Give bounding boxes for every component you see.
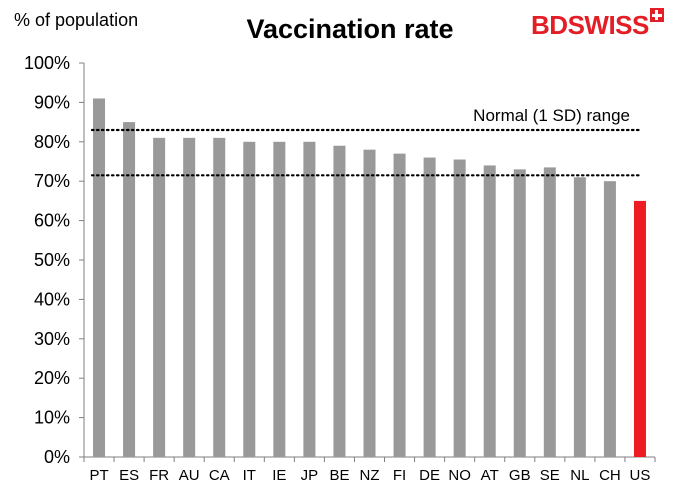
bar-nz [363, 149, 376, 457]
x-category-label: NO [448, 467, 471, 484]
bar-ch [603, 181, 616, 457]
logo-text-swiss: SWISS [567, 10, 650, 40]
bar-gb [513, 169, 526, 457]
y-tick-label: 20% [34, 368, 70, 388]
y-tick-label: 50% [34, 250, 70, 270]
bar-nl [573, 177, 586, 457]
y-tick-label: 10% [34, 408, 70, 428]
bar-fr [153, 137, 166, 458]
bar-es [123, 122, 136, 457]
logo-text-bd: BD [531, 10, 568, 40]
x-category-label: IT [243, 467, 256, 484]
x-category-label: CH [599, 467, 621, 484]
bar-ca [213, 137, 226, 458]
chart-title: Vaccination rate [246, 14, 454, 44]
x-category-label: AU [179, 467, 200, 484]
bar-au [183, 137, 196, 458]
x-category-label: BE [329, 467, 349, 484]
y-tick-label: 70% [34, 171, 70, 191]
swiss-cross-icon [649, 8, 664, 22]
bar-pt [93, 98, 106, 458]
x-category-label: PT [89, 467, 108, 484]
y-axis-unit-label: % of population [14, 10, 139, 30]
x-category-label: CA [209, 467, 230, 484]
bar-at [483, 165, 496, 457]
bar-jp [303, 141, 316, 458]
x-category-label: ES [119, 467, 139, 484]
normal-range-annotation: Normal (1 SD) range [473, 106, 630, 125]
y-tick-label: 0% [44, 447, 70, 467]
x-category-label: JP [301, 467, 319, 484]
y-tick-label: 90% [34, 92, 70, 112]
x-category-label: NZ [360, 467, 380, 484]
x-category-label: NL [570, 467, 589, 484]
bar-ie [273, 141, 286, 458]
bar-se [543, 167, 556, 457]
x-category-label: AT [481, 467, 499, 484]
x-category-label: FI [393, 467, 406, 484]
bar-it [243, 141, 256, 458]
y-tick-label: 60% [34, 211, 70, 231]
y-tick-label: 30% [34, 329, 70, 349]
x-category-label: US [630, 467, 651, 484]
y-tick-label: 40% [34, 289, 70, 309]
x-category-label: GB [509, 467, 531, 484]
bar-de [423, 157, 436, 457]
bdswiss-logo: BDSWISS [531, 8, 664, 41]
x-category-label: DE [419, 467, 440, 484]
y-tick-label: 100% [24, 53, 70, 73]
bar-no [453, 159, 466, 457]
bar-us [633, 200, 646, 457]
x-category-label: SE [540, 467, 560, 484]
x-category-label: IE [272, 467, 286, 484]
bar-fi [393, 153, 406, 457]
bar-be [333, 145, 346, 458]
y-tick-label: 80% [34, 132, 70, 152]
x-category-label: FR [149, 467, 169, 484]
